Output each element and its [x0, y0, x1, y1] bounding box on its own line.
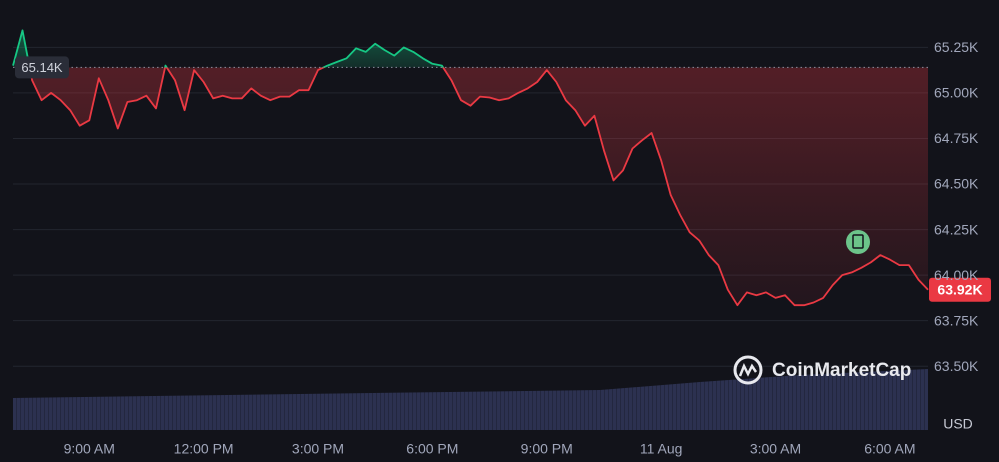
y-tick-label: 65.25K [934, 39, 979, 55]
note-icon[interactable] [846, 230, 870, 254]
y-axis-label: USD [943, 416, 973, 432]
watermark-text: CoinMarketCap [772, 360, 911, 381]
x-tick-label: 3:00 PM [292, 441, 344, 457]
baseline-label: 65.14K [21, 60, 63, 75]
y-tick-label: 64.00K [934, 267, 979, 283]
area [13, 30, 928, 306]
y-tick-label: 64.75K [934, 130, 979, 146]
last-price-badge [929, 277, 991, 302]
y-tick-label: 63.75K [934, 312, 979, 328]
watermark-logo-mark [738, 362, 758, 377]
note-circle[interactable] [846, 230, 870, 254]
x-tick-label: 11 Aug [640, 441, 683, 457]
price-line [12, 29, 929, 307]
plot: 65.14K 63.92K [12, 29, 991, 307]
y-tick-label: 64.25K [934, 221, 979, 237]
x-tick-label: 12:00 PM [174, 441, 234, 457]
x-tick-label: 3:00 AM [750, 441, 801, 457]
y-tick-label: 65.00K [934, 85, 979, 101]
watermark: CoinMarketCap [733, 355, 911, 385]
watermark-logo [733, 355, 763, 385]
volume-area [13, 369, 928, 430]
x-tick-label: 9:00 PM [521, 441, 573, 457]
x-tick-label: 6:00 AM [864, 441, 915, 457]
last-price-label: 63.92K [937, 281, 982, 297]
y-tick-label: 64.50K [934, 176, 979, 192]
y-tick-label: 63.50K [934, 358, 979, 374]
x-tick-label: 9:00 AM [64, 441, 115, 457]
baseline-badge [15, 56, 69, 79]
note-glyph [852, 234, 864, 249]
x-tick-label: 6:00 PM [406, 441, 458, 457]
